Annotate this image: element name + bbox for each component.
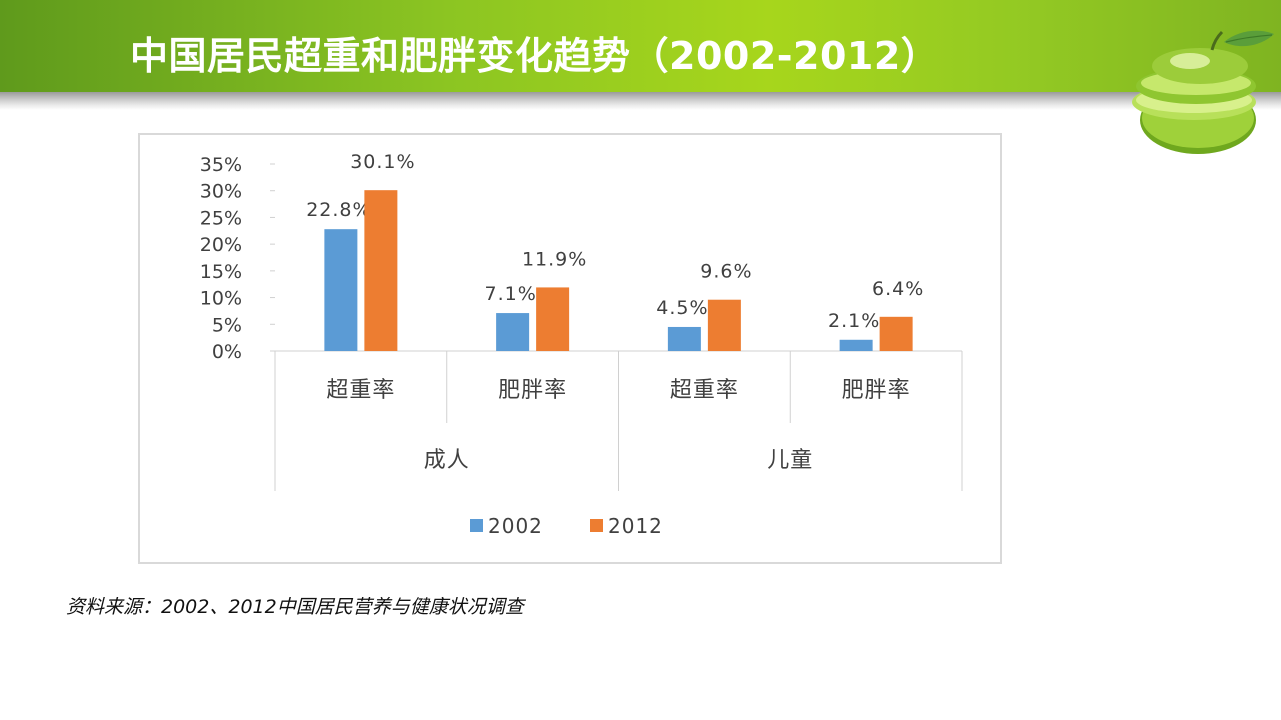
category-label: 超重率 — [670, 378, 739, 403]
bar-chart: 0% 5% 10% 15% 20% 25% 30% 35% 22.8% 30.1% 超重率 7.1% 1… — [200, 151, 963, 538]
bar-2012-1 — [536, 287, 570, 351]
bar-2002-2 — [667, 326, 701, 351]
group-label: 儿童 — [767, 448, 813, 473]
legend-label: 2012 — [608, 514, 663, 538]
data-label: 7.1% — [484, 283, 536, 305]
bar-2012-0 — [364, 190, 398, 351]
data-label: 30.1% — [350, 151, 415, 173]
group-label: 成人 — [424, 448, 470, 473]
legend-swatch-2012 — [590, 519, 603, 532]
y-tick-label: 15% — [200, 261, 242, 283]
data-label: 4.5% — [656, 297, 708, 319]
header-shadow — [0, 92, 1281, 110]
bar-2002-0 — [324, 229, 358, 351]
data-label: 22.8% — [306, 199, 371, 221]
category-label: 肥胖率 — [842, 378, 911, 403]
y-tick-label: 30% — [200, 181, 242, 203]
data-label: 2.1% — [828, 310, 880, 332]
y-tick-label: 5% — [212, 314, 242, 336]
legend-swatch-2002 — [470, 519, 483, 532]
category-label: 超重率 — [326, 378, 395, 403]
bar-2002-1 — [496, 313, 530, 351]
source-note: 资料来源：2002、2012中国居民营养与健康状况调查 — [66, 596, 524, 618]
y-tick-label: 35% — [200, 154, 242, 176]
data-label: 6.4% — [872, 278, 924, 300]
data-label: 11.9% — [522, 248, 587, 270]
category-label: 肥胖率 — [498, 378, 567, 403]
y-tick-label: 10% — [200, 288, 242, 310]
data-label: 9.6% — [700, 261, 752, 283]
bar-2012-3 — [879, 316, 913, 351]
green-apple-icon — [1132, 30, 1274, 154]
y-tick-label: 25% — [200, 207, 242, 229]
header-band — [0, 0, 1281, 92]
page-title: 中国居民超重和肥胖变化趋势（2002-2012） — [130, 34, 940, 78]
bar-2012-2 — [707, 299, 741, 351]
legend-label: 2002 — [488, 514, 543, 538]
y-tick-label: 0% — [212, 341, 242, 363]
y-tick-label: 20% — [200, 234, 242, 256]
chart-panel: 0% 5% 10% 15% 20% 25% 30% 35% 22.8% 30.1% 超重率 7.1% 1… — [138, 133, 1002, 564]
bar-2002-3 — [839, 339, 873, 351]
